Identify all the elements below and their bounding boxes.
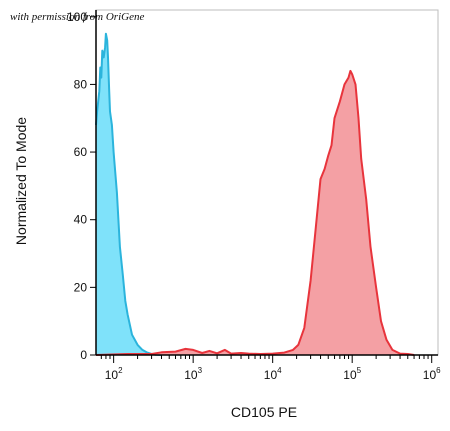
x-tick-label: 104 [264,366,282,382]
ticks-layer: 0 20 40 60 80 100 102 103 104 105 106 [67,10,441,382]
x-tick-label: 105 [343,366,361,382]
x-axis-title: CD105 PE [231,404,297,420]
y-tick-label: 100 [67,10,87,24]
y-axis-title: Normalized To Mode [13,117,29,245]
plot-frame [95,9,439,356]
axes-layer [95,9,439,356]
x-tick-label: 102 [105,366,123,382]
y-tick-label: 60 [74,145,88,159]
series-1-fill [96,70,415,356]
series-1-line [95,69,415,356]
y-tick-label: 0 [80,348,87,362]
watermark-text: with permission from OriGene [10,11,144,23]
x-tick-label: 103 [184,366,202,382]
y-tick-label: 40 [74,213,88,227]
y-tick-label: 80 [74,77,88,91]
series-0-fill [96,33,162,355]
y-tick-label: 20 [74,280,88,294]
series-0-line [95,32,162,356]
series-layer [95,32,415,356]
x-tick-label: 106 [423,366,441,382]
